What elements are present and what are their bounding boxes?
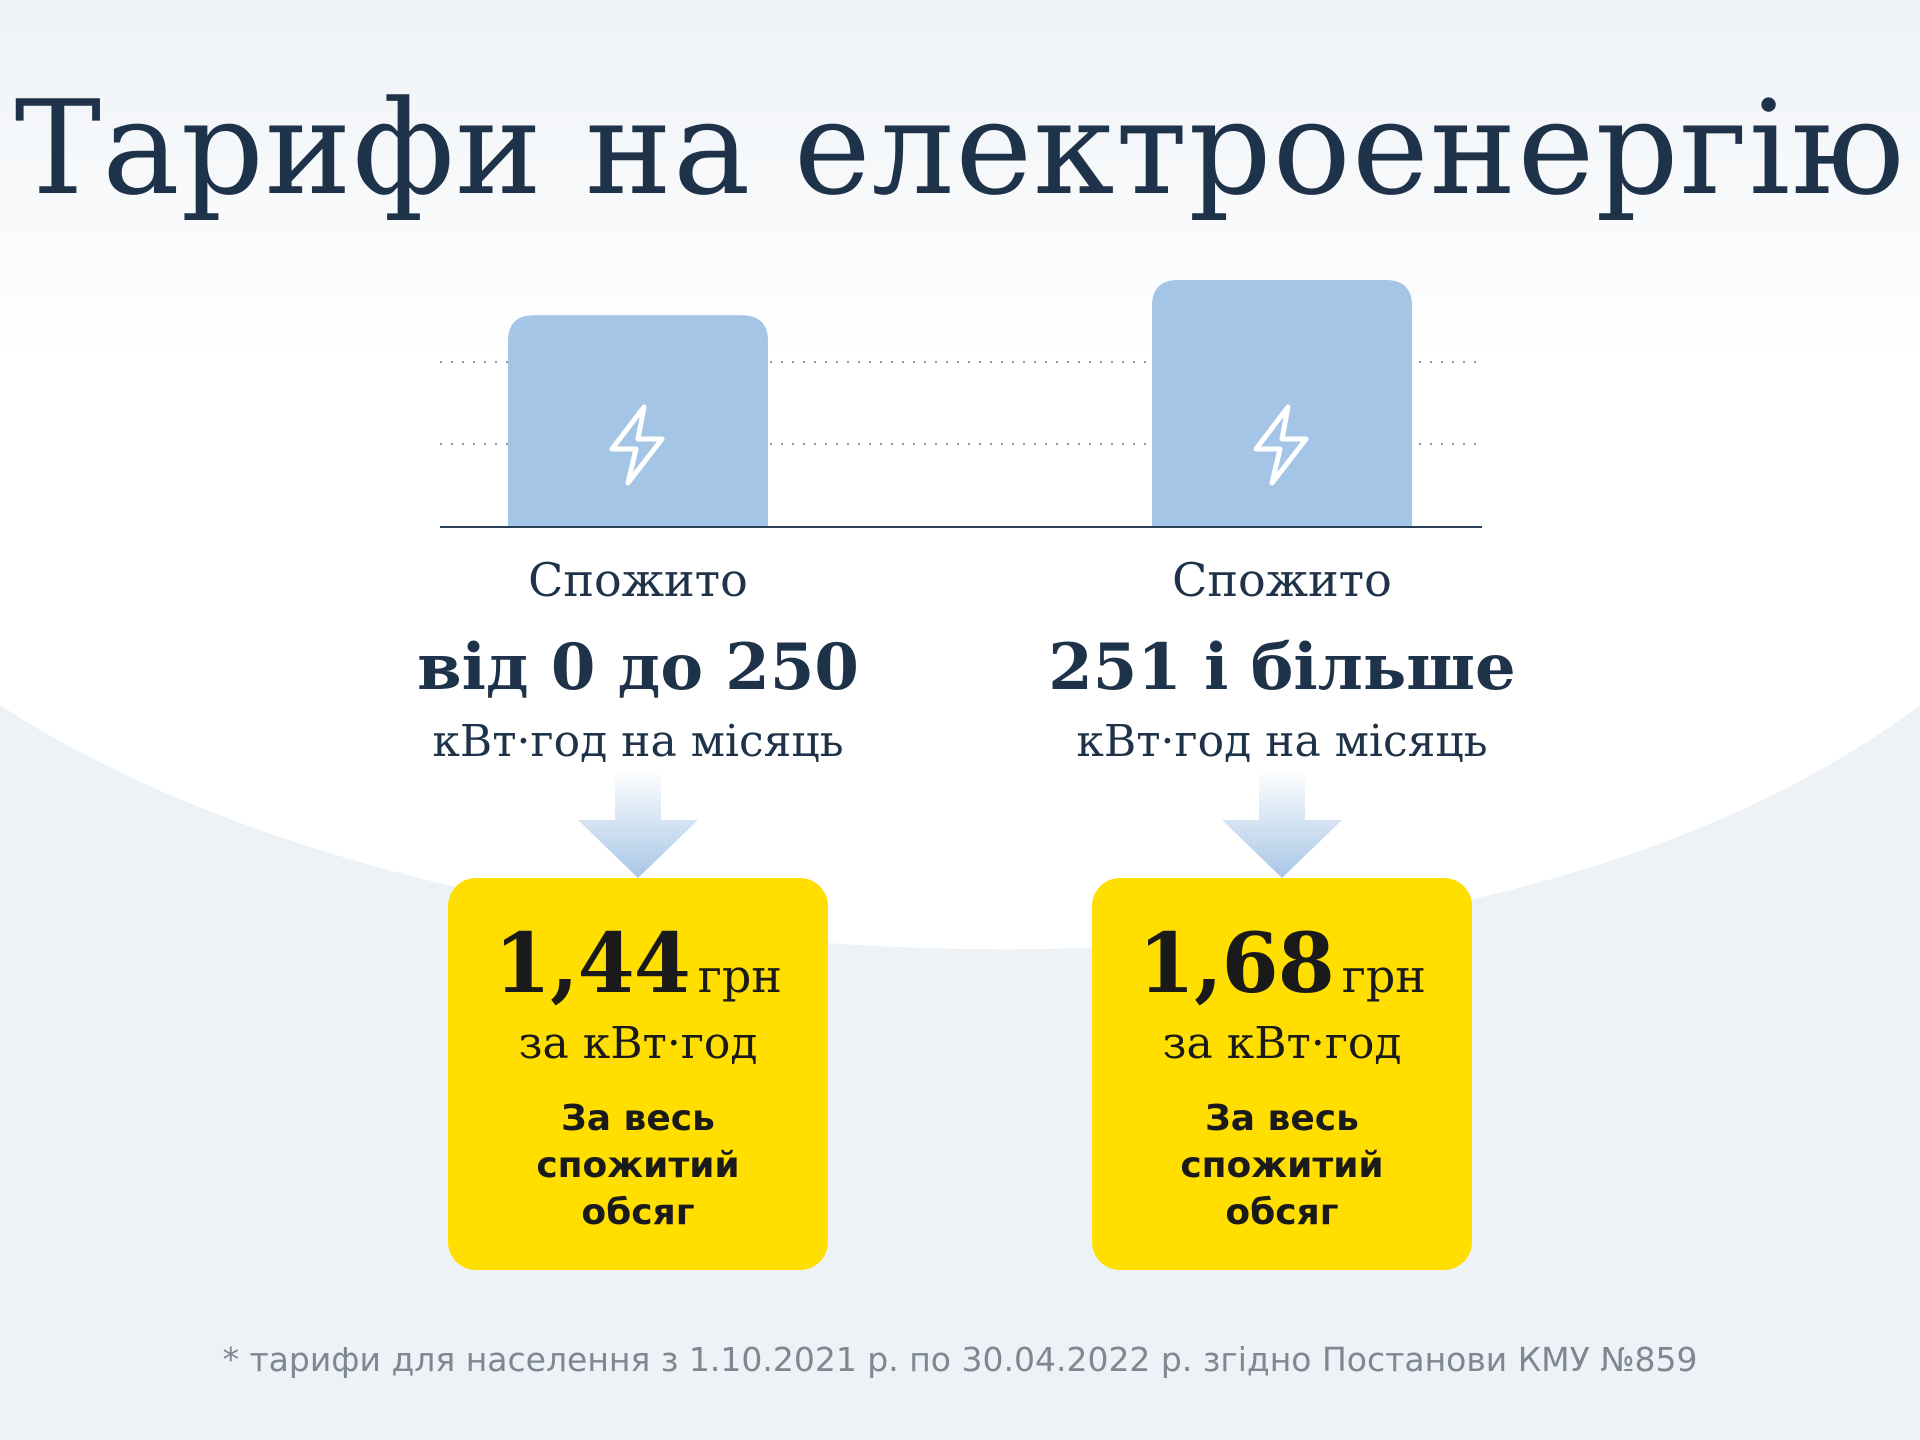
page-title: Тарифи на електроенергію — [14, 72, 1906, 224]
tier-2-unit: кВт·год на місяць — [1076, 716, 1488, 767]
tier-2-price-card: 1,68 грн за кВт·год За весь спожитий обся… — [1092, 878, 1472, 1270]
tier-1-consumed-label: Спожито — [528, 553, 748, 607]
tier-2-price: 1,68 — [1138, 916, 1335, 1012]
tier-1-range: від 0 до 250 — [417, 630, 859, 705]
bar-2 — [1152, 280, 1412, 527]
tier-1-price: 1,44 — [494, 916, 691, 1012]
tier-2-note: За весь спожитий обсяг — [1180, 1098, 1384, 1233]
bar-1 — [508, 315, 768, 527]
lightning-icon — [609, 404, 665, 486]
tier-2-text: Спожито 251 і більше кВт·год на місяць — [1022, 550, 1542, 770]
tier-1-unit: кВт·год на місяць — [432, 716, 844, 767]
tier-1-price-unit: грн — [697, 949, 782, 1003]
tier-1-note: За весь спожитий обсяг — [536, 1098, 740, 1233]
tier-1-price-card: 1,44 грн за кВт·год За весь спожитий обся… — [448, 878, 828, 1270]
tier-2-down-arrow-icon — [1222, 770, 1342, 878]
footnote: * тарифи для населення з 1.10.2021 р. по… — [222, 1340, 1698, 1379]
tier-2-range: 251 і більше — [1048, 630, 1516, 705]
bars — [508, 280, 1412, 527]
tier-1-text: Спожито від 0 до 250 кВт·год на місяць — [378, 550, 898, 770]
tier-2-per-unit: за кВт·год — [1162, 1018, 1402, 1069]
tier-2-price-unit: грн — [1341, 949, 1426, 1003]
bar-chart — [440, 280, 1482, 528]
tier-1-per-unit: за кВт·год — [518, 1018, 758, 1069]
tier-2-consumed-label: Спожито — [1172, 553, 1392, 607]
lightning-icon — [1253, 404, 1309, 486]
tier-1-down-arrow-icon — [578, 770, 698, 878]
